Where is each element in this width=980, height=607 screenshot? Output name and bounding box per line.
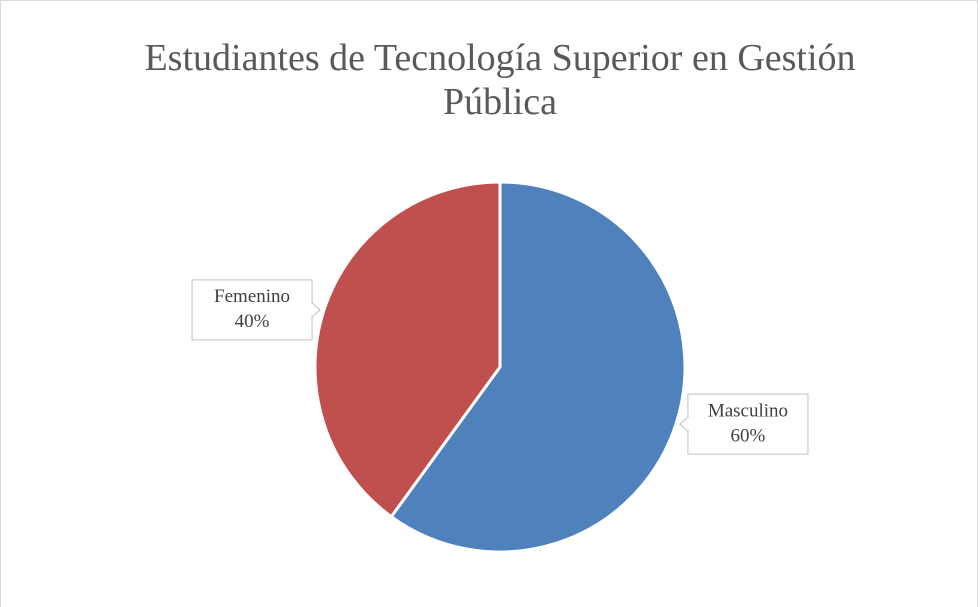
pie-slice	[313, 180, 502, 519]
label-box	[679, 393, 809, 455]
chart-title: Estudiantes de Tecnología Superior en Ge…	[144, 37, 856, 123]
data-label-name: Femenino	[214, 286, 290, 307]
data-label-name: Masculino	[708, 401, 788, 422]
data-label-value: 40%	[235, 311, 270, 332]
label-box	[191, 279, 321, 341]
pie-slice	[389, 180, 687, 554]
data-label-value: 60%	[731, 426, 766, 447]
